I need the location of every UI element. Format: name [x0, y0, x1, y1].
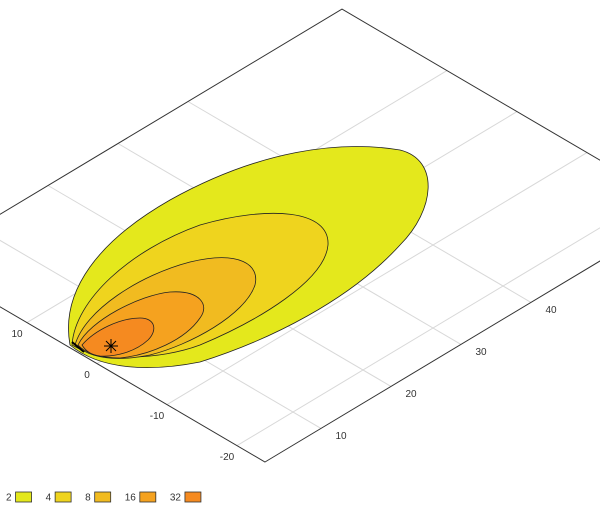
x-tick-label: 20: [405, 389, 417, 400]
contour-region: [81, 317, 155, 357]
source-marker: [104, 339, 118, 353]
x-tick-label: 30: [475, 347, 487, 358]
plot-area: [0, 8, 600, 463]
legend-label: 4: [46, 493, 52, 504]
y-tick-label: -20: [220, 452, 235, 463]
legend-swatch: [54, 491, 72, 503]
legend-swatch: [15, 491, 32, 503]
legend-label: 16: [125, 493, 137, 504]
legend-swatch: [184, 491, 202, 503]
grid-line: [236, 227, 600, 447]
y-tick-label: -10: [150, 411, 165, 422]
grid-line: [166, 152, 588, 406]
legend: 2 4 8 16 32: [6, 491, 202, 504]
legend-swatch: [94, 491, 112, 503]
y-tick-label: 10: [11, 329, 23, 340]
legend-label: 32: [170, 493, 182, 504]
x-tick-label: 40: [545, 305, 557, 316]
x-tick-label: 10: [335, 431, 347, 442]
legend-label: 2: [6, 493, 12, 504]
legend-swatch: [139, 491, 157, 503]
source-edge: [71, 341, 85, 353]
y-tick-label: 0: [84, 370, 90, 381]
plane-border: [0, 8, 600, 463]
legend-label: 8: [85, 493, 91, 504]
